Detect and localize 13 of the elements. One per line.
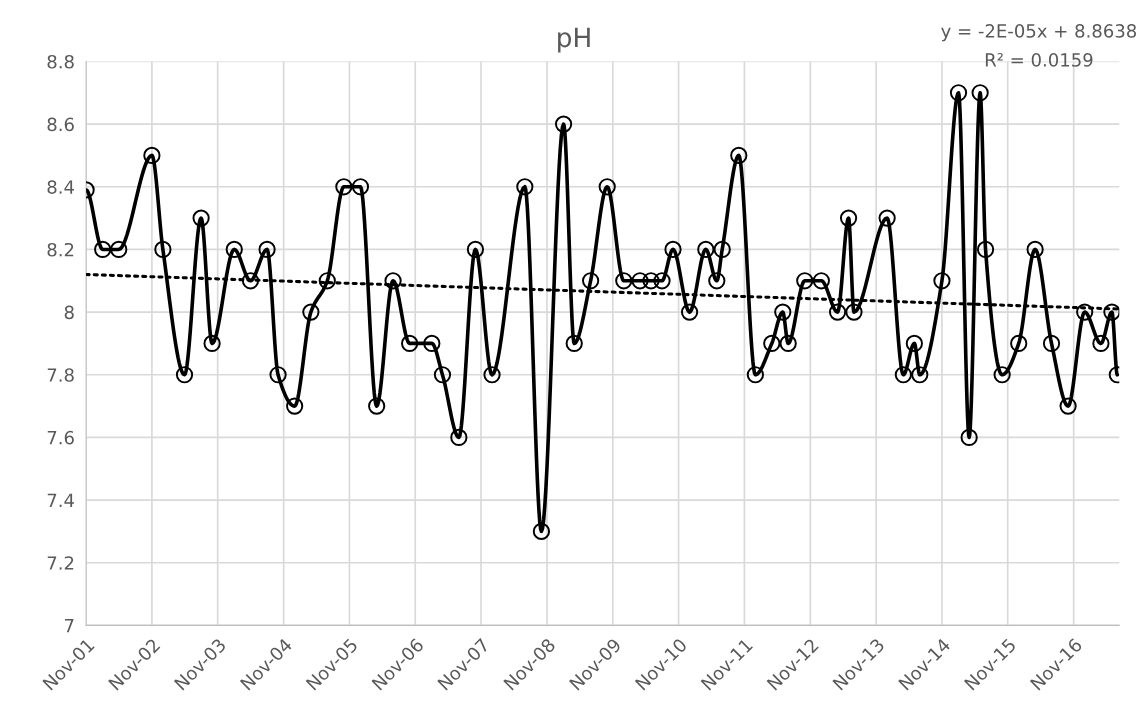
y-tick-label: 8: [64, 305, 74, 320]
annotation: R² = 0.0159: [985, 53, 1093, 67]
y-tick-label: 7.2: [47, 556, 74, 570]
y-tick-label: 7: [64, 619, 74, 633]
chart-title: pH: [558, 27, 590, 53]
y-tick-label: 8.8: [47, 54, 74, 69]
text: y = -2E-05x + 8.8638: [941, 24, 1137, 42]
y-tick-label: 7.6: [47, 430, 74, 445]
y-tick-label: 8.2: [47, 242, 74, 257]
y-tick-label: 7.4: [47, 493, 74, 507]
y-tick-label: 8.6: [47, 117, 74, 132]
y-tick-label: 8.4: [47, 180, 74, 194]
y-tick-label: 7.8: [47, 368, 74, 382]
